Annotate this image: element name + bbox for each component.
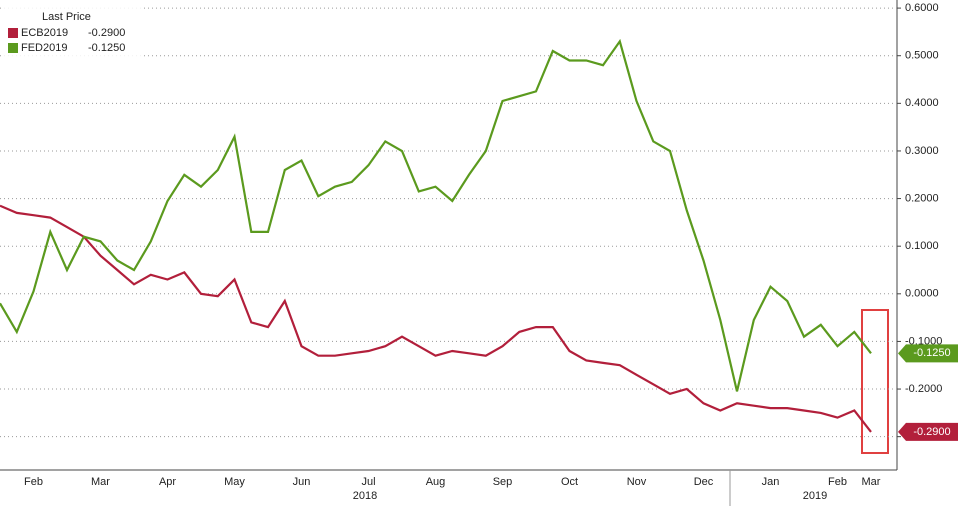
legend-value: -0.1250 (88, 42, 125, 54)
last-value-tag (898, 422, 958, 441)
x-tick-label: May (224, 476, 245, 488)
legend-name: FED2019 (21, 42, 67, 54)
y-tick-label: 0.0000 (905, 288, 939, 300)
y-tick-label: 0.1000 (905, 240, 939, 252)
x-tick-label: Dec (694, 476, 714, 488)
x-tick-label: Aug (426, 476, 446, 488)
x-group-label: 2019 (803, 490, 827, 502)
y-tick-label: 0.2000 (905, 192, 939, 204)
x-tick-label: Oct (561, 476, 578, 488)
legend-box (4, 4, 144, 64)
x-tick-label: Feb (24, 476, 43, 488)
x-tick-label: Jul (361, 476, 375, 488)
x-tick-label: Mar (91, 476, 110, 488)
x-tick-label: Nov (627, 476, 647, 488)
legend-name: ECB2019 (21, 27, 68, 39)
last-value-label: -0.2900 (913, 426, 950, 438)
x-group-label: 2018 (353, 490, 377, 502)
legend-value: -0.2900 (88, 27, 125, 39)
last-value-label: -0.1250 (913, 347, 950, 359)
legend-swatch (8, 43, 18, 53)
highlight-box (861, 309, 889, 454)
line-series (0, 38, 872, 392)
y-tick-label: 0.6000 (905, 2, 939, 14)
y-tick-label: 0.5000 (905, 50, 939, 62)
x-tick-label: Apr (159, 476, 176, 488)
x-tick-label: Sep (493, 476, 513, 488)
x-tick-label: Jan (762, 476, 780, 488)
x-tick-label: Jun (293, 476, 311, 488)
line-series (0, 204, 872, 433)
legend-swatch (8, 28, 18, 38)
x-tick-label: Feb (828, 476, 847, 488)
y-tick-label: -0.2000 (905, 383, 942, 395)
legend-title: Last Price (42, 11, 91, 23)
y-tick-label: 0.3000 (905, 145, 939, 157)
last-value-tag (898, 344, 958, 363)
y-tick-label: 0.4000 (905, 97, 939, 109)
x-tick-label: Mar (862, 476, 881, 488)
